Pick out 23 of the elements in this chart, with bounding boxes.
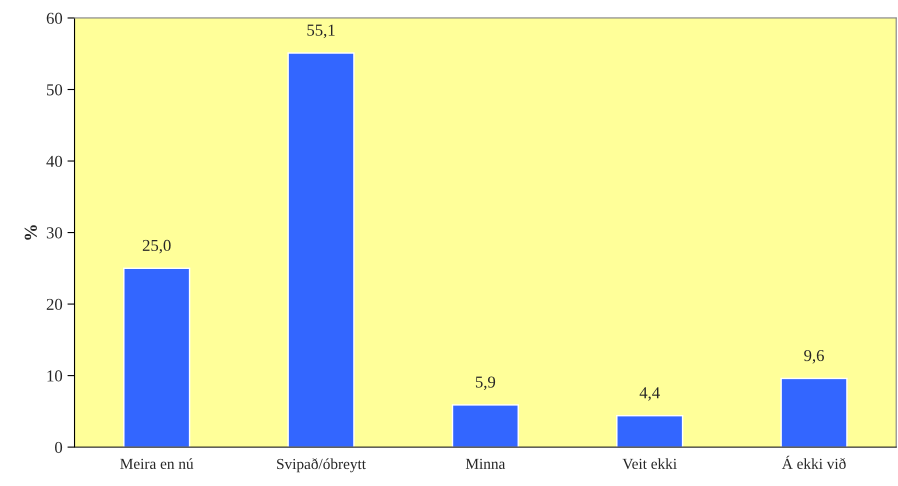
- x-tick-label: Svipað/óbreytt: [277, 458, 366, 472]
- x-tick-label: Á ekki við: [782, 456, 846, 469]
- y-tick-label: 20: [46, 298, 62, 310]
- data-label: 25,0: [142, 240, 171, 254]
- bar: [287, 52, 355, 448]
- bar: [780, 378, 848, 448]
- y-axis-title: %: [24, 225, 37, 240]
- data-label: 9,6: [804, 350, 824, 364]
- x-tick-label: Meira en nú: [120, 458, 194, 469]
- data-label: 4,4: [640, 387, 660, 401]
- y-tick-label: 10: [48, 370, 62, 382]
- y-tick-label: 30: [46, 227, 62, 238]
- y-tick-label: 60: [46, 12, 62, 24]
- bar: [616, 414, 684, 448]
- data-label: 5,9: [476, 376, 496, 390]
- data-label: 55,1: [307, 24, 335, 38]
- bar: [452, 404, 519, 448]
- x-tick-label: Minna: [466, 458, 506, 469]
- y-tick-label: 0: [55, 442, 62, 454]
- bar: [123, 268, 190, 448]
- x-tick-label: Veit ekki: [622, 458, 677, 470]
- y-tick-label: 50: [47, 84, 62, 96]
- y-tick-label: 40: [46, 156, 62, 167]
